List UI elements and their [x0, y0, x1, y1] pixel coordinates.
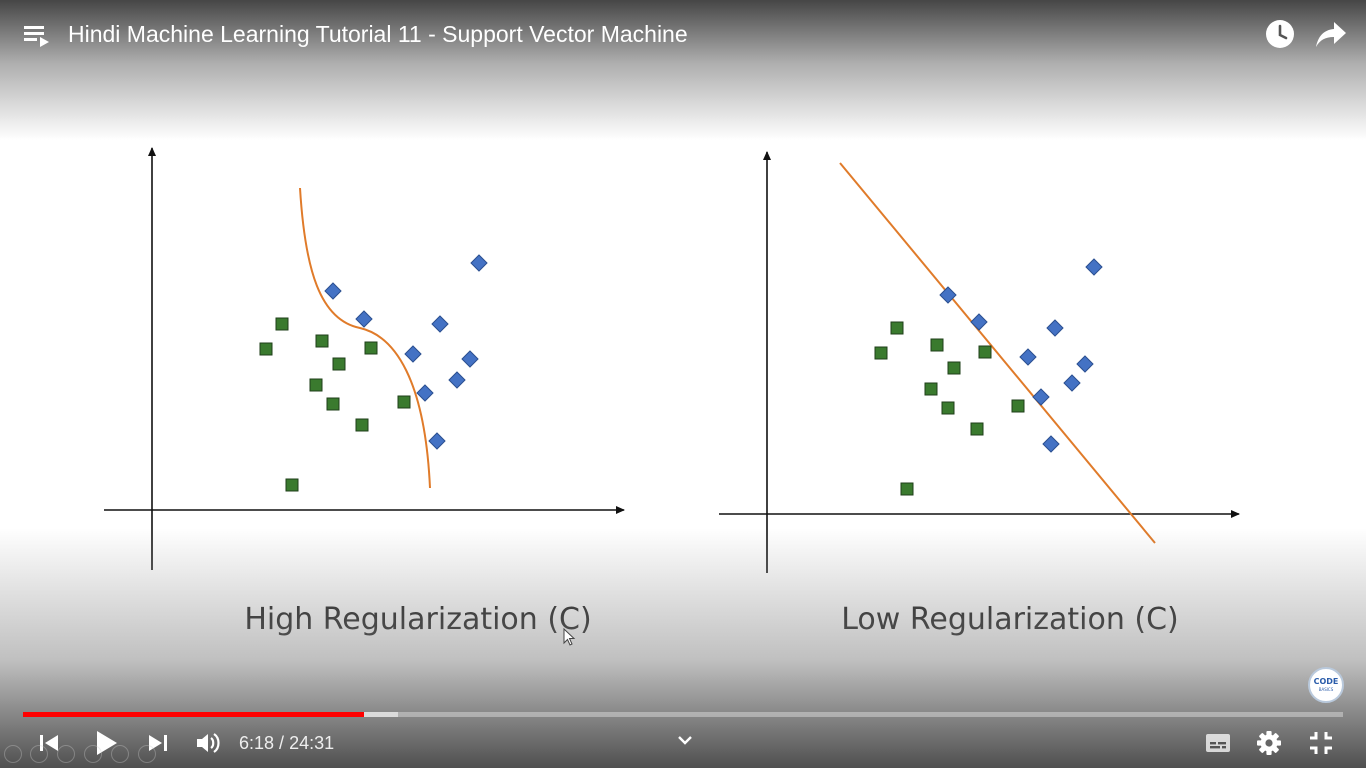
square-point	[315, 334, 329, 348]
watermark-subtext: BASICS	[1319, 687, 1334, 692]
progress-bar[interactable]	[23, 712, 1343, 717]
square-point	[355, 418, 369, 432]
diamond-point	[461, 350, 479, 368]
diamond-point	[355, 310, 373, 328]
square-point	[900, 482, 914, 496]
square-point	[285, 478, 299, 492]
left-plot	[104, 147, 625, 570]
clock-icon	[1266, 20, 1294, 48]
faint-circle-icon	[4, 745, 22, 763]
subtitles-button[interactable]	[1203, 729, 1233, 757]
diamond-point	[1042, 435, 1060, 453]
faint-circle-icon	[57, 745, 75, 763]
chapters-toggle[interactable]	[674, 730, 696, 750]
square-point	[941, 401, 955, 415]
left-decision-boundary	[299, 187, 431, 489]
faint-circle-icon	[84, 745, 102, 763]
exit-fullscreen-icon	[1310, 732, 1332, 754]
square-point	[947, 361, 961, 375]
right-data-points	[874, 258, 1103, 496]
volume-icon	[197, 733, 220, 753]
watermark-text: CODE	[1314, 677, 1339, 686]
square-point	[1011, 399, 1025, 413]
play-icon	[97, 731, 117, 755]
settings-button[interactable]	[1255, 729, 1283, 757]
chevron-down-icon	[678, 736, 692, 745]
skip-previous-icon	[40, 735, 58, 751]
channel-logo: CODE BASICS	[1311, 670, 1341, 700]
exit-fullscreen-button[interactable]	[1307, 729, 1335, 757]
faint-circle-icon	[138, 745, 156, 763]
faint-overlay-icons	[0, 742, 170, 768]
diamond-point	[1046, 319, 1064, 337]
square-point	[890, 321, 904, 335]
volume-button[interactable]	[193, 729, 223, 757]
square-point	[309, 378, 323, 392]
playlist-icon	[24, 26, 49, 47]
diamond-point	[1019, 348, 1037, 366]
current-time: 6:18	[239, 733, 275, 753]
right-plot	[719, 151, 1240, 573]
diamond-point	[448, 371, 466, 389]
share-button[interactable]	[1312, 16, 1350, 52]
diamond-point	[970, 313, 988, 331]
square-point	[259, 342, 273, 356]
diamond-point	[1076, 355, 1094, 373]
square-point	[364, 341, 378, 355]
diamond-point	[1063, 374, 1081, 392]
diamond-point	[1032, 388, 1050, 406]
diamond-point	[1085, 258, 1103, 276]
channel-watermark[interactable]: CODE BASICS	[1308, 667, 1344, 703]
square-point	[924, 382, 938, 396]
square-point	[930, 338, 944, 352]
gear-icon	[1257, 731, 1281, 755]
diamond-point	[470, 254, 488, 272]
playlist-button[interactable]	[20, 18, 54, 52]
faint-circle-icon	[111, 745, 129, 763]
square-point	[397, 395, 411, 409]
previous-button[interactable]	[36, 729, 64, 757]
diamond-point	[324, 282, 342, 300]
time-display: 6:18/24:31	[239, 731, 334, 755]
square-point	[275, 317, 289, 331]
mouse-cursor	[563, 628, 576, 646]
watch-later-button[interactable]	[1262, 16, 1298, 52]
play-button[interactable]	[90, 727, 122, 759]
square-point	[970, 422, 984, 436]
diamond-point	[404, 345, 422, 363]
square-point	[332, 357, 346, 371]
faint-circle-icon	[30, 745, 48, 763]
duration: 24:31	[289, 733, 335, 753]
square-point	[978, 345, 992, 359]
right-decision-boundary	[839, 162, 1156, 544]
right-plot-caption: Low Regularization (C)	[841, 602, 1179, 637]
video-title[interactable]: Hindi Machine Learning Tutorial 11 - Sup…	[68, 21, 688, 47]
share-arrow-icon	[1316, 22, 1346, 47]
time-separator: /	[279, 733, 285, 753]
diamond-point	[428, 432, 446, 450]
square-point	[326, 397, 340, 411]
subtitles-icon	[1206, 734, 1230, 752]
square-point	[874, 346, 888, 360]
progress-played	[23, 712, 364, 717]
diamond-point	[431, 315, 449, 333]
diamond-point	[416, 384, 434, 402]
diamond-point	[939, 286, 957, 304]
left-data-points	[259, 254, 488, 492]
